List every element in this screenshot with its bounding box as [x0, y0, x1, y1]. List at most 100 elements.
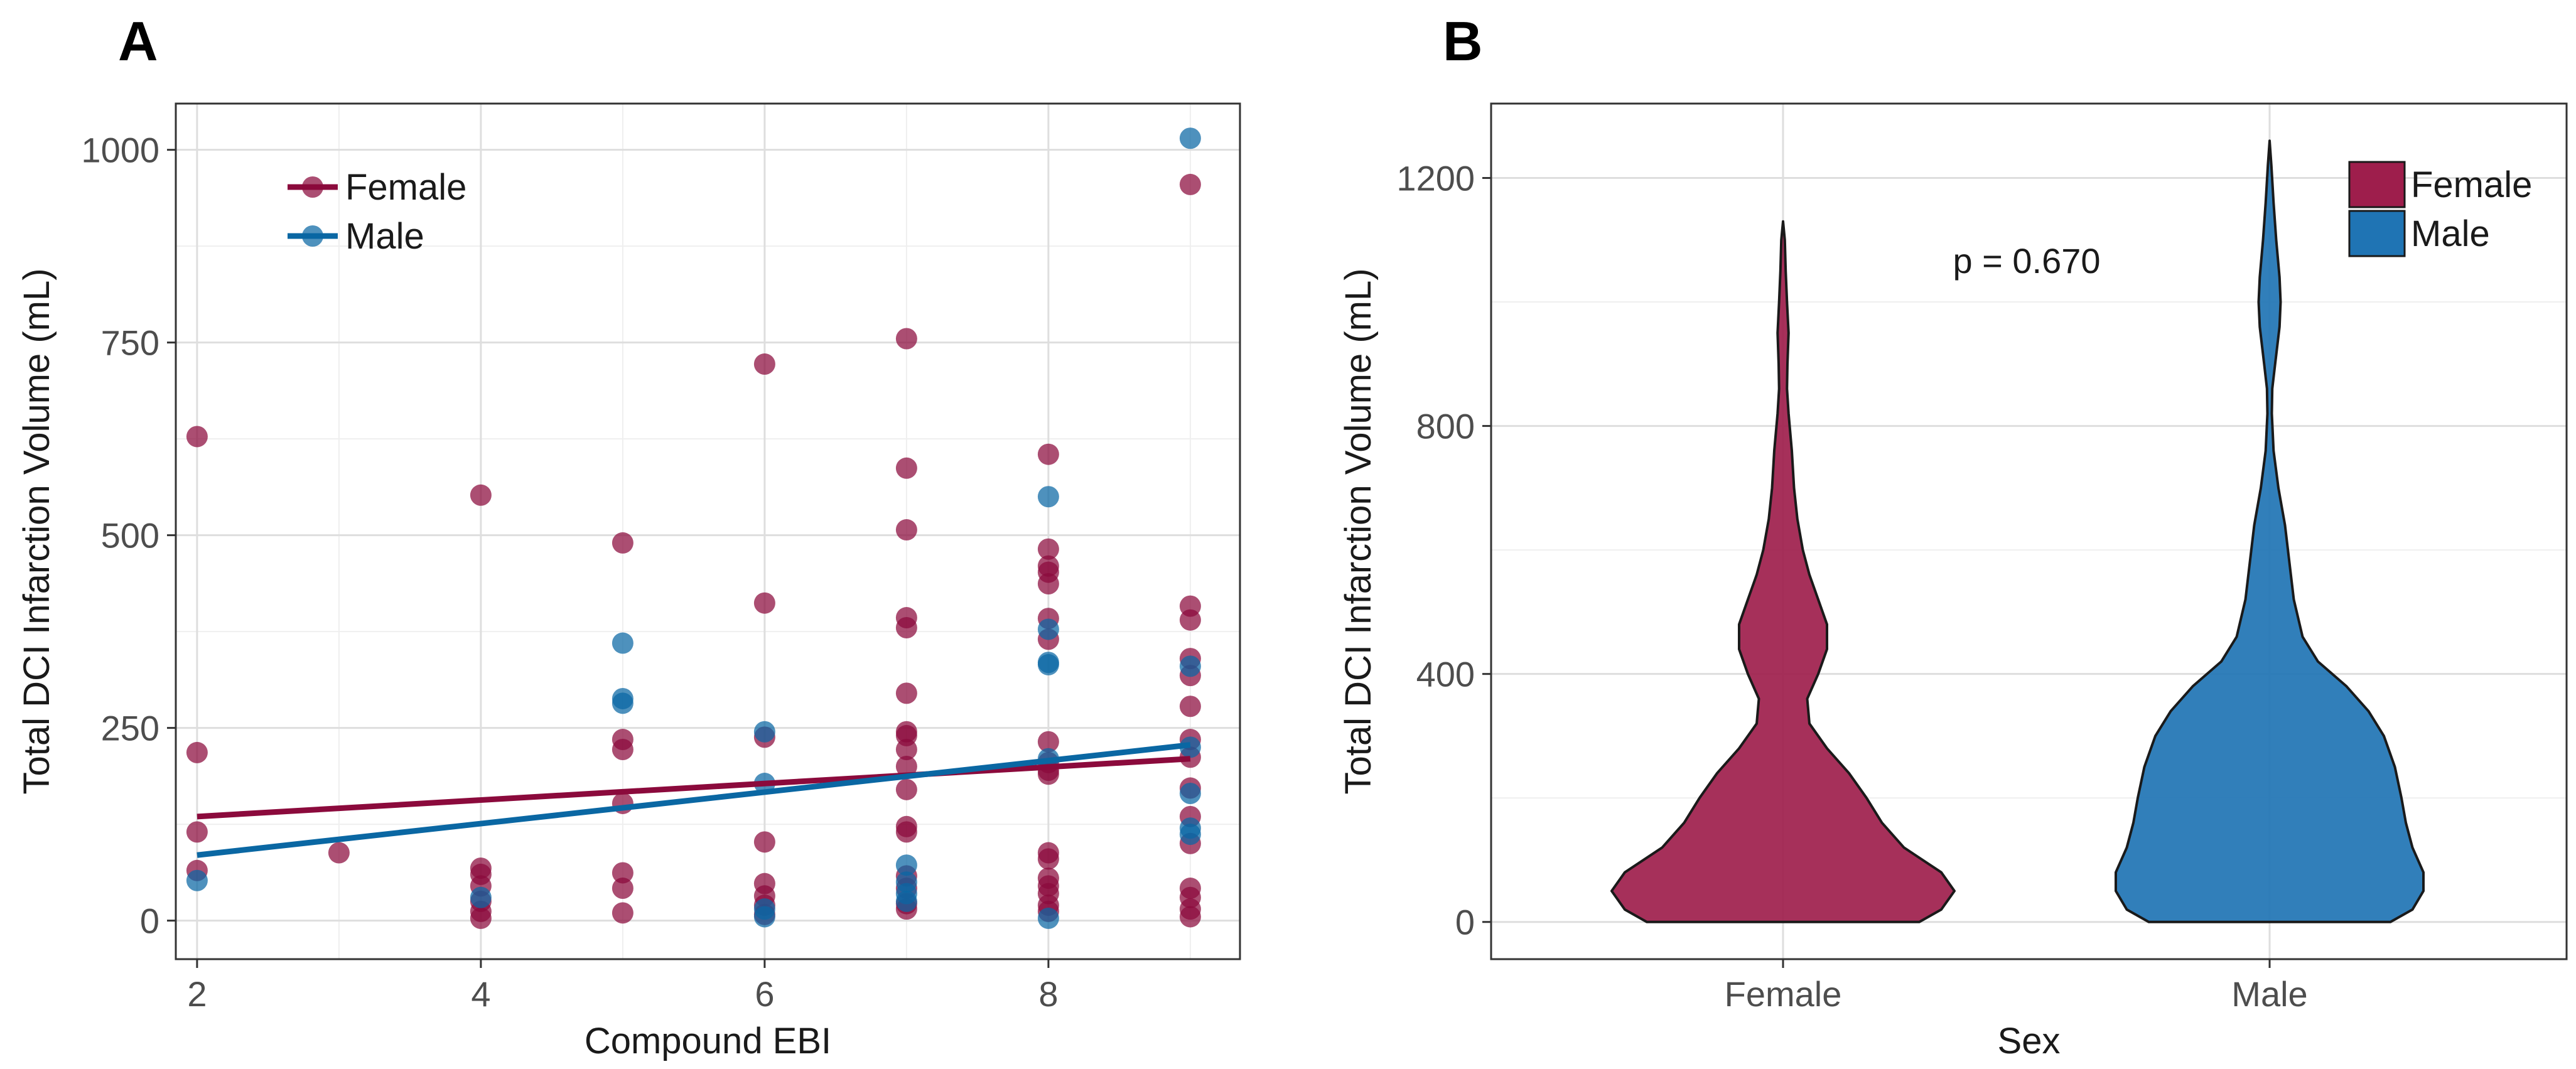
panel-b-y-ticks: 0 400 800 1200: [1396, 159, 1491, 942]
female-point: [895, 457, 917, 479]
female-point: [186, 426, 208, 448]
legend-item-female: Female: [288, 167, 466, 208]
female-point: [612, 902, 633, 924]
female-point: [753, 592, 775, 614]
female-point: [328, 842, 350, 864]
y-tick-label: 1000: [81, 131, 159, 170]
female-point: [1037, 848, 1059, 870]
legend-male-label: Male: [345, 216, 424, 257]
male-point: [1179, 824, 1201, 846]
y-tick-label: 400: [1416, 655, 1475, 694]
female-point: [895, 778, 917, 800]
y-tick-label: 1200: [1396, 159, 1475, 198]
female-point: [1037, 538, 1059, 560]
p-value-annotation: p = 0.670: [1953, 241, 2100, 281]
panel-a-label: A: [118, 10, 158, 72]
panel-b: B Female Male 0 400 800 1200 p = 0.670 Sex T…: [1338, 10, 2568, 1061]
female-point: [895, 328, 917, 350]
female-point: [1179, 173, 1201, 195]
male-point: [1037, 653, 1059, 675]
male-point: [1037, 907, 1059, 929]
y-tick-label: 0: [140, 901, 159, 941]
legend-item-male: Male: [2348, 210, 2490, 257]
violin-male: [2115, 139, 2425, 923]
female-point: [895, 756, 917, 778]
female-point: [1179, 906, 1201, 928]
x-tick-label: Female: [1725, 974, 1842, 1014]
male-point: [612, 692, 633, 714]
female-point: [612, 878, 633, 900]
legend-male-swatch: [2348, 210, 2406, 257]
y-tick-label: 250: [101, 709, 159, 748]
female-point: [1037, 572, 1059, 594]
male-point: [1037, 618, 1059, 640]
female-point: [895, 821, 917, 843]
female-point: [895, 616, 917, 638]
female-point: [753, 831, 775, 853]
legend-item-male: Male: [288, 216, 424, 257]
male-point: [186, 869, 208, 891]
female-point: [895, 739, 917, 761]
female-point: [1179, 696, 1201, 717]
panel-b-legend: Female Male: [2348, 161, 2532, 257]
x-tick-label: 4: [471, 974, 490, 1014]
panel-b-label: B: [1443, 10, 1483, 72]
panel-b-x-axis-title: Sex: [1998, 1021, 2061, 1061]
panel-a-male-points: [186, 127, 1201, 929]
female-point: [753, 353, 775, 375]
y-tick-label: 750: [101, 323, 159, 363]
x-tick-label: 8: [1038, 974, 1058, 1014]
panel-a-y-axis-title: Total DCI Infarction Volume (mL): [16, 268, 57, 794]
male-point: [1037, 486, 1059, 508]
female-point: [470, 907, 492, 929]
panel-b-y-axis-title: Total DCI Infarction Volume (mL): [1338, 268, 1379, 794]
violin-female: [1610, 220, 1956, 923]
female-point: [612, 739, 633, 761]
male-point: [1179, 782, 1201, 804]
male-point: [753, 721, 775, 743]
female-point: [470, 484, 492, 506]
male-point: [895, 890, 917, 912]
y-tick-label: 500: [101, 516, 159, 556]
legend-female-point-key: [302, 176, 323, 198]
panel-a: A 2 4 6 8 0 250 500 750 1000 Compound EBI Total…: [16, 10, 1241, 1061]
y-tick-label: 800: [1416, 407, 1475, 446]
female-point: [612, 532, 633, 554]
panel-a-minor-grid: [176, 104, 1240, 959]
legend-male-label: Male: [2411, 213, 2490, 254]
x-tick-label: 6: [755, 974, 774, 1014]
panel-b-x-ticks: Female Male: [1725, 959, 2308, 1014]
panel-a-y-ticks: 0 250 500 750 1000: [81, 131, 176, 941]
panel-a-x-ticks: 2 4 6 8: [187, 959, 1058, 1014]
female-point: [1037, 731, 1059, 753]
x-tick-label: Male: [2231, 974, 2307, 1014]
male-point: [1179, 127, 1201, 149]
female-point: [895, 519, 917, 541]
female-point: [895, 682, 917, 704]
y-tick-label: 0: [1455, 903, 1475, 942]
legend-male-point-key: [302, 225, 323, 247]
panel-a-major-grid: [176, 104, 1240, 959]
panel-b-minor-grid: [1491, 301, 2567, 799]
panel-b-border: [1490, 102, 2568, 960]
male-point: [470, 886, 492, 908]
panel-a-x-axis-title: Compound EBI: [585, 1021, 831, 1061]
female-point: [1037, 443, 1059, 465]
legend-female-label: Female: [2411, 164, 2532, 205]
female-point: [186, 821, 208, 843]
panel-a-male-trend-line: [197, 742, 1191, 858]
female-point: [186, 741, 208, 763]
male-point: [895, 854, 917, 876]
legend-female-label: Female: [345, 167, 466, 208]
male-point: [753, 906, 775, 928]
female-point: [612, 862, 633, 884]
panel-a-border: [175, 102, 1241, 960]
legend-item-female: Female: [2348, 161, 2532, 208]
panel-a-legend: Female Male: [288, 167, 466, 257]
male-point: [612, 632, 633, 654]
female-point: [1179, 609, 1201, 631]
legend-female-swatch: [2348, 161, 2406, 208]
panel-a-female-trend-line: [197, 756, 1191, 820]
male-point: [1179, 655, 1201, 677]
